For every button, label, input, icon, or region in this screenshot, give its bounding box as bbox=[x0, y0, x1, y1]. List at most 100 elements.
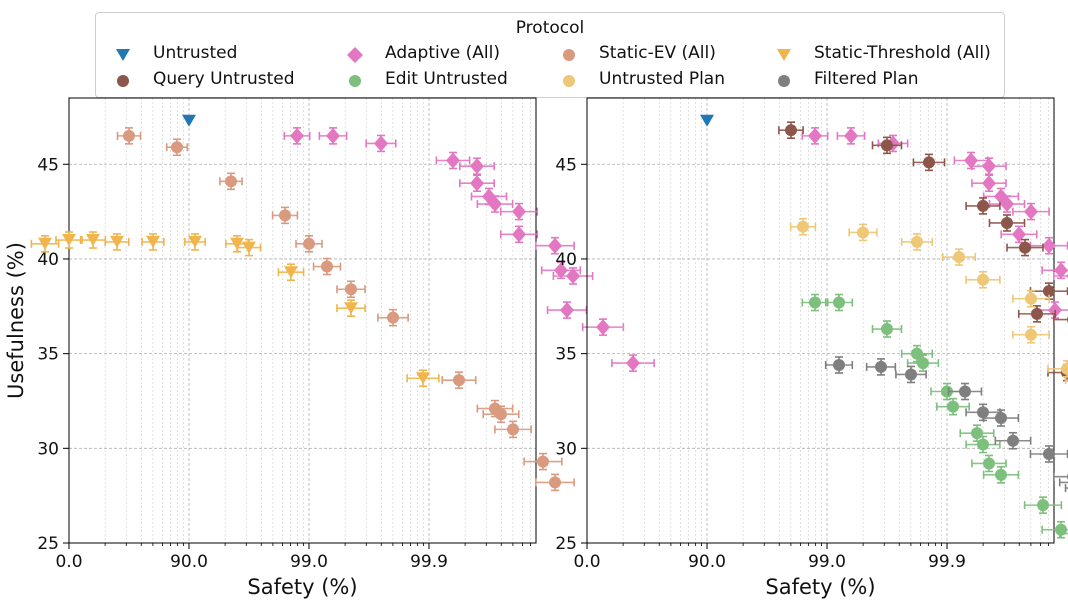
data-point bbox=[1031, 307, 1043, 320]
y-tick-label: 45 bbox=[555, 155, 577, 175]
data-point bbox=[560, 302, 574, 319]
data-point bbox=[507, 423, 519, 436]
data-point bbox=[416, 372, 430, 385]
legend-label: Filtered Plan bbox=[814, 69, 919, 89]
data-point bbox=[941, 385, 953, 398]
x-tick-label: 90.0 bbox=[688, 552, 726, 572]
data-point bbox=[123, 129, 135, 142]
diamond-marker-icon bbox=[347, 47, 363, 63]
data-point bbox=[797, 220, 809, 233]
data-point bbox=[881, 139, 893, 152]
data-point bbox=[982, 175, 996, 192]
data-point bbox=[62, 234, 76, 247]
data-point bbox=[844, 127, 858, 144]
y-axis-label: Usefulness (%) bbox=[4, 242, 28, 399]
data-point bbox=[495, 408, 507, 421]
legend-item-query-untrusted: Query Untrusted bbox=[117, 69, 295, 89]
x-axis-label: Safety (%) bbox=[247, 575, 357, 599]
data-point bbox=[995, 468, 1007, 481]
data-point bbox=[917, 357, 929, 370]
triangle-down-marker-icon bbox=[777, 49, 791, 61]
data-point bbox=[977, 199, 989, 212]
data-point bbox=[700, 114, 714, 127]
data-point bbox=[470, 175, 484, 192]
plot-frame bbox=[68, 97, 537, 544]
data-point bbox=[833, 359, 845, 371]
y-tick-label: 40 bbox=[555, 250, 577, 270]
x-tick-label: 99.0 bbox=[290, 552, 328, 572]
data-point bbox=[345, 283, 357, 296]
legend-item-untrusted: Untrusted bbox=[116, 43, 237, 63]
data-point bbox=[1000, 196, 1014, 213]
data-point bbox=[1054, 262, 1068, 279]
legend-item-untrusted-plan: Untrusted Plan bbox=[563, 69, 725, 89]
y-tick-label: 45 bbox=[37, 155, 59, 175]
data-point bbox=[512, 226, 526, 243]
legend-label: Adaptive (All) bbox=[385, 43, 500, 63]
data-point bbox=[549, 476, 561, 489]
data-point bbox=[446, 152, 460, 169]
data-point bbox=[146, 235, 160, 248]
y-tick-label: 35 bbox=[37, 345, 59, 365]
y-tick-label: 30 bbox=[555, 439, 577, 459]
data-point bbox=[38, 237, 52, 250]
data-point bbox=[279, 209, 291, 222]
data-point bbox=[290, 127, 304, 144]
legend-label: Untrusted Plan bbox=[599, 69, 725, 89]
data-point bbox=[1025, 328, 1037, 341]
y-tick-label: 40 bbox=[37, 250, 59, 270]
series-static-ev-all- bbox=[116, 127, 575, 492]
data-point bbox=[596, 319, 610, 336]
data-point bbox=[971, 427, 983, 440]
data-point bbox=[923, 156, 935, 169]
data-point bbox=[1012, 226, 1026, 243]
data-point bbox=[1061, 362, 1068, 375]
data-point bbox=[808, 127, 822, 144]
data-point bbox=[905, 368, 917, 381]
circle-marker-icon bbox=[778, 75, 790, 87]
x-tick-label: 99.9 bbox=[410, 552, 448, 572]
data-point bbox=[488, 196, 502, 213]
y-tick-label: 30 bbox=[37, 439, 59, 459]
data-point bbox=[321, 260, 333, 273]
data-point bbox=[785, 124, 797, 137]
data-point bbox=[881, 323, 893, 336]
legend-label: Query Untrusted bbox=[153, 69, 295, 89]
data-point bbox=[911, 347, 923, 360]
legend-item-static-threshold: Static-Threshold (All) bbox=[777, 43, 991, 63]
data-point bbox=[809, 296, 821, 309]
data-point bbox=[626, 355, 640, 372]
data-point bbox=[225, 175, 237, 188]
series-filtered-plan bbox=[824, 356, 1068, 493]
series-adaptive-all- bbox=[801, 127, 1068, 319]
data-point bbox=[182, 114, 196, 127]
data-point bbox=[977, 438, 989, 451]
series-static-threshold-all- bbox=[30, 231, 440, 388]
data-point bbox=[512, 203, 526, 220]
data-point bbox=[1007, 434, 1019, 447]
legend-item-static-ev: Static-EV (All) bbox=[563, 43, 716, 63]
data-point bbox=[344, 302, 358, 315]
x-tick-label: 99.0 bbox=[808, 552, 846, 572]
x-tick-label: 99.9 bbox=[928, 552, 966, 572]
legend-label: Edit Untrusted bbox=[385, 69, 508, 89]
data-point bbox=[875, 360, 887, 373]
circle-marker-icon bbox=[563, 75, 575, 87]
data-point bbox=[995, 412, 1007, 425]
data-point bbox=[983, 457, 995, 470]
triangle-down-marker-icon bbox=[116, 49, 130, 61]
data-point bbox=[548, 237, 562, 254]
data-point bbox=[387, 311, 399, 324]
series-adaptive-all- bbox=[283, 127, 655, 372]
data-point bbox=[171, 141, 183, 154]
series-query-untrusted bbox=[778, 121, 1068, 382]
data-point bbox=[1042, 237, 1056, 254]
data-point bbox=[374, 135, 388, 152]
series-untrusted bbox=[182, 114, 196, 127]
data-point bbox=[566, 268, 580, 284]
data-point bbox=[947, 400, 959, 413]
y-tick-label: 25 bbox=[37, 534, 59, 554]
data-point bbox=[1001, 216, 1013, 229]
data-point bbox=[284, 266, 298, 279]
